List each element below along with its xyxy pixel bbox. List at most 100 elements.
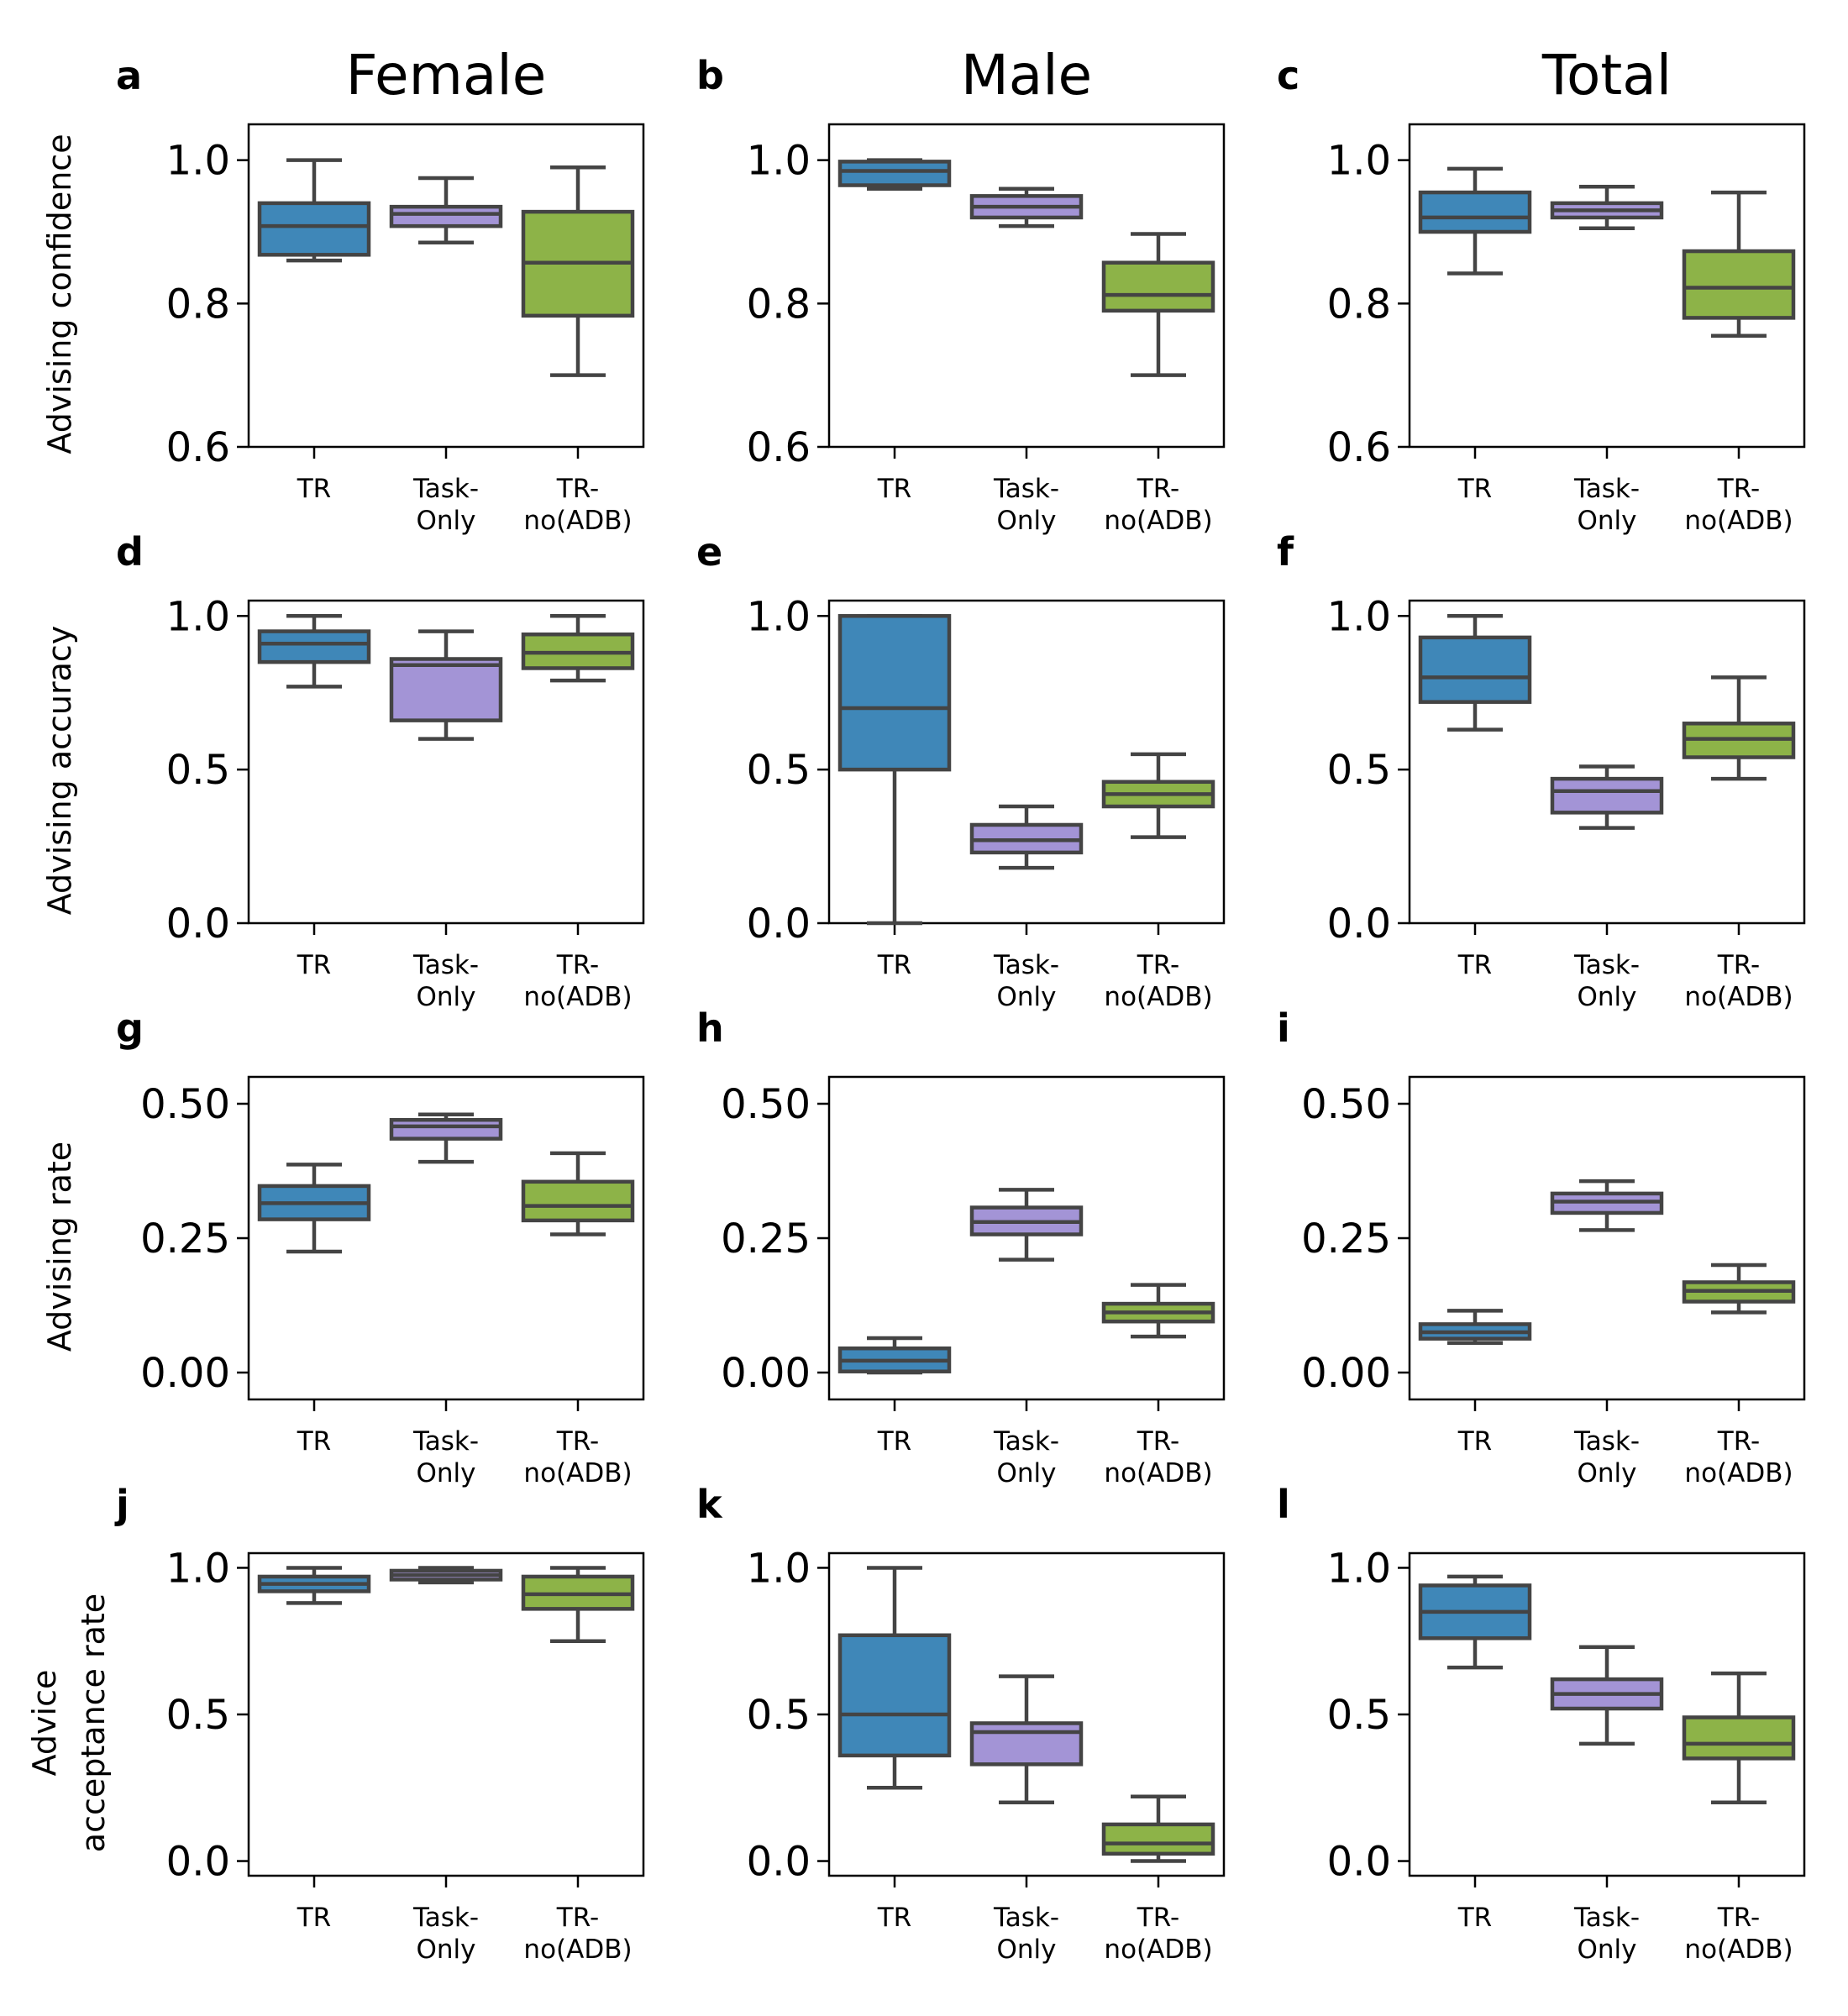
ytick-label: 0.5 (747, 747, 811, 794)
box-task-only: Task-Only (389, 176, 503, 536)
xtick-label-line1: TR (877, 1903, 911, 1933)
box-tr: TR (837, 614, 952, 980)
ytick-label: 0.5 (1327, 1692, 1391, 1739)
ytick-label: 0.0 (166, 1839, 230, 1886)
xtick-label-line2: Only (996, 982, 1056, 1012)
xtick-label-line1: Task- (1573, 474, 1640, 504)
box-task-only: Task-Only (969, 804, 1084, 1012)
box-task-only: Task-Only (969, 1188, 1084, 1488)
box-tr: TR (837, 158, 952, 504)
ytick-label: 0.0 (747, 900, 811, 948)
box-tr: TR (257, 1566, 371, 1933)
box-task-only: Task-Only (969, 1674, 1084, 1965)
ytick-label: 0.25 (140, 1215, 230, 1263)
ytick-label: 0.5 (166, 747, 230, 794)
ytick-label: 1.0 (166, 593, 230, 640)
ytick-label: 0.00 (1301, 1350, 1391, 1397)
ytick-label: 0.25 (721, 1215, 811, 1263)
ytick-label: 1.0 (166, 138, 230, 185)
iqr-box (837, 1633, 952, 1758)
xtick-label-line1: TR- (1137, 474, 1179, 504)
panel-letter: f (1277, 529, 1294, 575)
xtick-label-line2: Only (1577, 1458, 1636, 1488)
box-tr-no-adb: TR-no(ADB) (1682, 190, 1796, 536)
xtick-label-line1: TR (1457, 950, 1492, 980)
xtick-label-line2: Only (996, 1458, 1056, 1488)
box-task-only: Task-Only (389, 1112, 503, 1488)
xtick-label-line1: Task- (412, 474, 479, 504)
box-tr: TR (1418, 1309, 1532, 1457)
panel-letter: c (1277, 53, 1299, 98)
ylabel-line: Advice (26, 1670, 63, 1777)
iqr-box (1682, 249, 1796, 320)
xtick-label-line2: no(ADB) (1104, 1935, 1212, 1965)
ytick-label: 0.50 (140, 1081, 230, 1128)
xtick-label-line2: Only (1577, 506, 1636, 536)
iqr-box (1101, 260, 1215, 313)
xtick-label-line1: TR (877, 950, 911, 980)
xtick-label-line2: Only (996, 1935, 1056, 1965)
xtick-label-line2: no(ADB) (523, 982, 632, 1012)
xtick-label-line1: TR- (1137, 950, 1179, 980)
xtick-label-line1: TR (877, 474, 911, 504)
box-task-only: Task-Only (1550, 1179, 1664, 1488)
panel-letter: d (116, 529, 144, 575)
panel-letter: j (114, 1482, 129, 1527)
ytick-label: 1.0 (1327, 1545, 1391, 1592)
xtick-label-line1: Task- (993, 1426, 1059, 1457)
xtick-label-line2: Only (416, 1935, 475, 1965)
box-tr-no-adb: TR-no(ADB) (1682, 1263, 1796, 1488)
box-task-only: Task-Only (1550, 1645, 1664, 1965)
iqr-box (1101, 1822, 1215, 1856)
xtick-label-line2: no(ADB) (523, 506, 632, 536)
panel-letter: a (116, 53, 142, 98)
xtick-label-line1: TR (297, 1426, 331, 1457)
box-tr-no-adb: TR-no(ADB) (1682, 1671, 1796, 1965)
axes-frame (1408, 1075, 1806, 1401)
panel-letter: h (696, 1005, 724, 1051)
box-tr: TR (257, 1163, 371, 1457)
box-tr: TR (1418, 614, 1532, 980)
xtick-label-line1: TR- (1717, 1903, 1760, 1933)
xtick-label-line2: Only (996, 506, 1056, 536)
box-tr: TR (257, 614, 371, 980)
panel-letter: g (116, 1005, 144, 1051)
ytick-label: 0.50 (721, 1081, 811, 1128)
iqr-box (1418, 190, 1532, 234)
box-tr-no-adb: TR-no(ADB) (521, 1151, 635, 1488)
ytick-label: 0.5 (747, 1692, 811, 1739)
box-task-only: Task-Only (969, 186, 1084, 536)
ytick-label: 1.0 (1327, 138, 1391, 185)
iqr-box (969, 1721, 1084, 1767)
xtick-label-line1: TR- (1137, 1426, 1179, 1457)
iqr-box (1418, 635, 1532, 704)
box-tr-no-adb: TR-no(ADB) (1682, 675, 1796, 1012)
xtick-label-line1: TR (877, 1426, 911, 1457)
xtick-label-line1: TR (1457, 474, 1492, 504)
xtick-label-line1: Task- (1573, 950, 1640, 980)
xtick-label-line1: TR (297, 950, 331, 980)
iqr-box (837, 614, 952, 772)
box-tr-no-adb: TR-no(ADB) (1101, 232, 1215, 536)
ylabel-line: Advising rate (41, 1142, 78, 1352)
xtick-label-line1: Task- (993, 1903, 1059, 1933)
xtick-label-line2: no(ADB) (1684, 982, 1793, 1012)
row-ylabel-2: Advising rate (41, 1142, 78, 1352)
ytick-label: 0.00 (721, 1350, 811, 1397)
xtick-label-line1: TR- (1717, 474, 1760, 504)
xtick-label-line1: TR- (1717, 1426, 1760, 1457)
iqr-box (257, 629, 371, 664)
ylabel-line: acceptance rate (75, 1593, 112, 1852)
box-tr: TR (837, 1336, 952, 1457)
xtick-label-line2: no(ADB) (1684, 1458, 1793, 1488)
xtick-label-line1: Task- (1573, 1903, 1640, 1933)
xtick-label-line2: no(ADB) (1104, 982, 1212, 1012)
panel-letter: l (1277, 1482, 1290, 1527)
ytick-label: 1.0 (747, 138, 811, 185)
